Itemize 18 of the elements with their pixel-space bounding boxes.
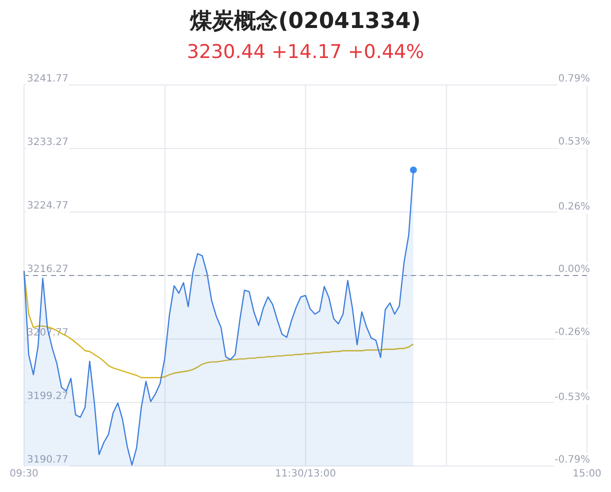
x-tick-label: 09:30 — [10, 468, 38, 480]
y-tick-label: 3233.27 — [27, 137, 68, 148]
y2-tick-label: -0.79% — [554, 454, 590, 466]
chart-title: 煤炭概念(02041334) — [188, 8, 422, 36]
y-tick-label: 3241.77 — [27, 74, 68, 85]
y2-tick-label: 0.00% — [558, 264, 590, 276]
y2-tick-label: -0.26% — [554, 326, 590, 338]
y-tick-label: 3224.77 — [27, 200, 68, 212]
y-tick-label: 3190.77 — [27, 454, 68, 466]
y2-tick-label: -0.53% — [554, 392, 590, 403]
chart-subtitle: 3230.44 +14.17 +0.44% — [186, 40, 426, 65]
y2-tick-label: 0.79% — [558, 74, 590, 85]
y2-tick-label: 0.53% — [558, 136, 590, 148]
y-tick-label: 3199.27 — [27, 391, 68, 402]
y-tick-label: 3216.27 — [27, 264, 68, 276]
x-tick-label: 11:30/13:00 — [274, 468, 336, 480]
x-tick-label: 15:00 — [572, 468, 602, 480]
y2-tick-label: 0.26% — [558, 201, 590, 212]
